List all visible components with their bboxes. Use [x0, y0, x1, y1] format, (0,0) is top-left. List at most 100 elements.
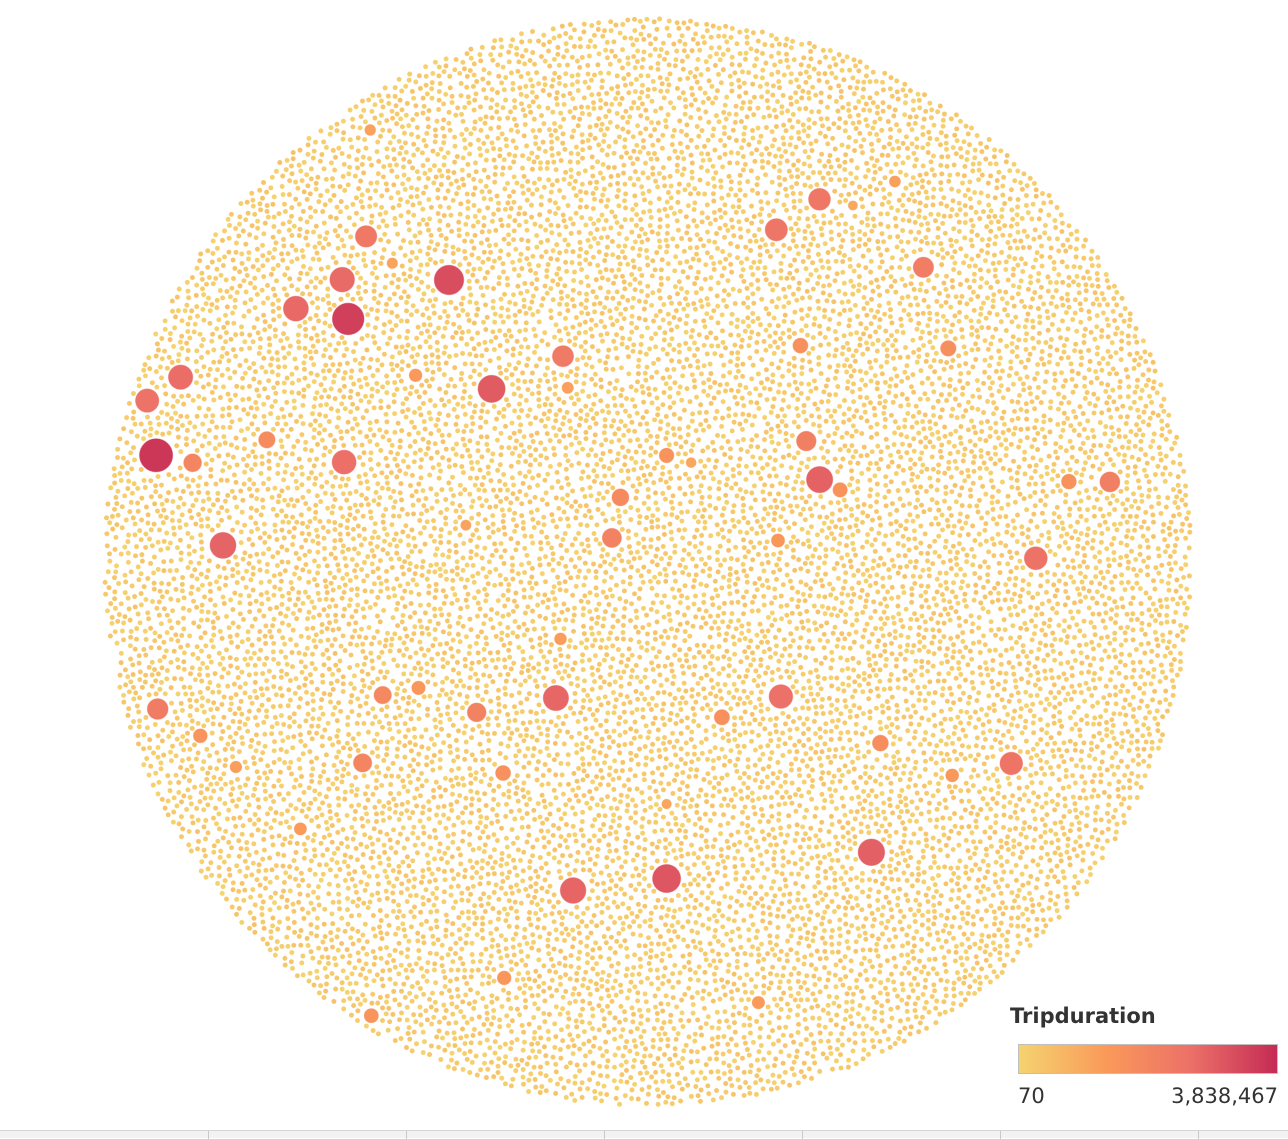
bubble[interactable]: [943, 490, 949, 497]
bubble[interactable]: [1047, 916, 1054, 923]
bubble[interactable]: [958, 990, 964, 997]
bubble[interactable]: [1066, 808, 1073, 815]
bubble[interactable]: [664, 429, 671, 436]
bubble[interactable]: [224, 350, 230, 357]
bubble[interactable]: [815, 305, 822, 312]
bubble[interactable]: [758, 151, 765, 158]
bubble[interactable]: [766, 932, 773, 939]
bubble[interactable]: [1061, 831, 1068, 838]
bubble[interactable]: [454, 753, 461, 760]
bubble[interactable]: [442, 325, 448, 332]
bubble[interactable]: [651, 1025, 658, 1032]
bubble[interactable]: [269, 553, 276, 560]
bubble[interactable]: [223, 574, 229, 581]
bubble[interactable]: [149, 683, 155, 690]
bubble[interactable]: [1077, 446, 1084, 452]
bubble[interactable]: [959, 502, 966, 509]
bubble[interactable]: [568, 503, 575, 510]
bubble[interactable]: [1050, 581, 1057, 588]
bubble[interactable]: [916, 721, 923, 728]
bubble[interactable]: [862, 555, 869, 561]
bubble[interactable]: [1182, 501, 1189, 508]
bubble[interactable]: [652, 46, 659, 53]
bubble[interactable]: [424, 305, 430, 312]
bubble[interactable]: [825, 158, 832, 165]
bubble[interactable]: [524, 953, 531, 960]
bubble[interactable]: [730, 286, 737, 293]
bubble[interactable]: [645, 734, 651, 741]
bubble[interactable]: [783, 36, 790, 42]
bubble[interactable]: [258, 512, 265, 518]
bubble[interactable]: [672, 1045, 678, 1052]
bubble[interactable]: [309, 955, 316, 961]
bubble[interactable]: [698, 371, 705, 377]
bubble[interactable]: [642, 743, 649, 750]
bubble[interactable]: [1049, 798, 1056, 805]
bubble[interactable]: [968, 546, 975, 553]
bubble[interactable]: [703, 792, 710, 798]
bubble[interactable]: [872, 548, 879, 555]
bubble[interactable]: [958, 154, 965, 160]
bubble[interactable]: [956, 228, 963, 235]
bubble[interactable]: [1037, 757, 1044, 764]
bubble[interactable]: [198, 608, 205, 615]
bubble[interactable]: [248, 576, 254, 583]
bubble[interactable]: [1025, 798, 1032, 804]
bubble[interactable]: [447, 696, 453, 702]
bubble[interactable]: [689, 47, 695, 54]
bubble[interactable]: [289, 170, 295, 177]
bubble[interactable]: [818, 151, 825, 158]
bubble[interactable]: [281, 535, 288, 541]
bubble[interactable]: [671, 928, 678, 935]
bubble[interactable]: [456, 227, 462, 233]
bubble[interactable]: [538, 648, 544, 654]
bubble[interactable]: [446, 623, 453, 630]
bubble[interactable]: [473, 300, 480, 306]
bubble[interactable]: [339, 979, 345, 986]
bubble[interactable]: [1080, 585, 1087, 592]
bubble[interactable]: [747, 1068, 754, 1075]
bubble[interactable]: [879, 1009, 885, 1016]
bubble[interactable]: [517, 204, 523, 211]
bubble[interactable]: [578, 214, 585, 221]
bubble[interactable]: [337, 531, 344, 537]
bubble[interactable]: [795, 1079, 802, 1086]
bubble[interactable]: [773, 942, 780, 948]
bubble[interactable]: [749, 453, 756, 460]
bubble[interactable]: [759, 828, 766, 835]
bubble[interactable]: [392, 498, 399, 505]
bubble[interactable]: [316, 959, 323, 966]
bubble[interactable]: [533, 710, 540, 717]
bubble[interactable]: [358, 841, 364, 848]
bubble[interactable]: [761, 338, 767, 345]
bubble[interactable]: [1056, 730, 1063, 737]
bubble[interactable]: [337, 223, 343, 229]
bubble[interactable]: [340, 136, 346, 142]
bubble[interactable]: [1023, 192, 1030, 199]
bubble[interactable]: [207, 307, 214, 314]
bubble[interactable]: [562, 668, 568, 675]
bubble[interactable]: [388, 194, 394, 201]
bubble[interactable]: [764, 577, 770, 584]
bubble[interactable]: [286, 723, 293, 730]
bubble[interactable]: [839, 864, 846, 870]
bubble[interactable]: [377, 588, 384, 595]
bubble[interactable]: [911, 610, 918, 617]
bubble[interactable]: [735, 518, 742, 525]
bubble[interactable]: [913, 558, 920, 565]
bubble[interactable]: [874, 806, 880, 812]
bubble[interactable]: [1023, 545, 1049, 571]
bubble[interactable]: [886, 937, 893, 943]
bubble[interactable]: [606, 501, 612, 508]
bubble[interactable]: [510, 576, 516, 582]
bubble[interactable]: [261, 539, 268, 546]
bubble[interactable]: [424, 251, 431, 257]
bubble[interactable]: [261, 925, 267, 932]
bubble[interactable]: [1058, 660, 1064, 667]
bubble[interactable]: [194, 643, 200, 650]
bubble[interactable]: [832, 169, 839, 176]
bubble[interactable]: [888, 175, 902, 188]
bubble[interactable]: [413, 650, 419, 656]
bubble[interactable]: [882, 944, 889, 950]
bubble[interactable]: [635, 475, 642, 482]
